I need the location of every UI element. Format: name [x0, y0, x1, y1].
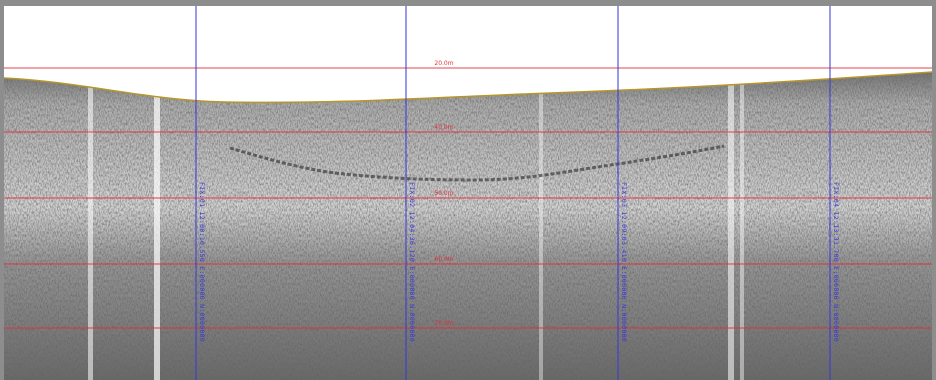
depth-label: 40.0m	[434, 124, 454, 131]
reflector-line	[229, 144, 725, 182]
depth-lines	[4, 67, 932, 329]
sonar-profile: 20.0m 40.0m 50.0m 60.0m 70.0m FIX:01 12:00:10…	[4, 6, 932, 380]
depth-label: 60.0m	[434, 256, 454, 263]
fix-label: FIX:04 12:13:31.700 E:000000 N:0000000	[832, 182, 840, 343]
seabed-line	[4, 71, 932, 104]
depth-label: 70.0m	[434, 320, 454, 327]
sonar-graphic	[4, 6, 932, 380]
sediment-texture	[4, 72, 932, 380]
depth-label: 20.0m	[434, 60, 454, 67]
fix-label: FIX:02 12:04:36.120 E:000000 N:0000000	[408, 182, 416, 343]
fix-lines	[195, 6, 831, 380]
fix-label: FIX:01 12:00:10.550 E:000000 N:0000000	[198, 182, 206, 343]
fix-label: FIX:03 12:09:03.410 E:000000 N:0000000	[620, 182, 628, 343]
depth-label: 50.0m	[434, 190, 454, 197]
